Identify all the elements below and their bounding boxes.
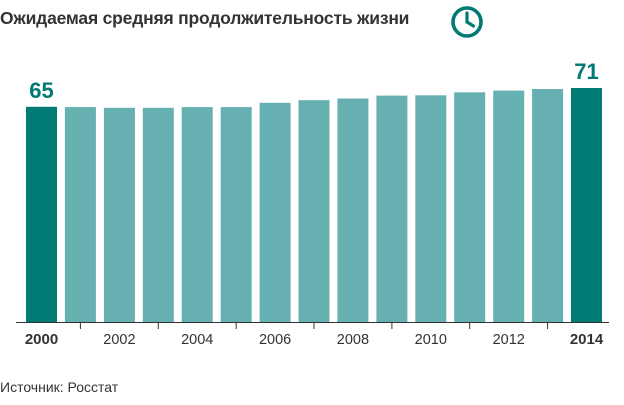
bar-2007 [298, 100, 330, 322]
bar-2005 [220, 107, 252, 322]
x-tick-label: 2012 [493, 332, 525, 348]
data-label-2014: 71 [574, 59, 598, 84]
source-note: Источник: Росстат [0, 379, 119, 395]
bar-2001 [64, 107, 96, 322]
bar-2012 [493, 90, 525, 322]
bar-2000 [26, 106, 57, 322]
bar-2009 [376, 95, 408, 322]
x-tick-label: 2000 [25, 331, 58, 348]
data-label-2000: 65 [29, 78, 53, 103]
bar-2002 [103, 107, 135, 322]
bar-2003 [142, 107, 174, 322]
x-tick-label: 2002 [103, 332, 135, 348]
chart-header: Ожидаемая средняя продолжительность жизн… [0, 4, 624, 38]
x-tick-label: 2008 [337, 332, 369, 348]
chart-title: Ожидаемая средняя продолжительность жизн… [0, 8, 410, 28]
bar-2008 [337, 98, 369, 322]
x-tick-label: 2004 [181, 332, 213, 348]
bar-2014 [571, 88, 602, 322]
bar-2011 [454, 92, 486, 322]
bar-2013 [532, 89, 564, 322]
bar-2006 [259, 102, 291, 322]
bar-2010 [415, 95, 447, 322]
x-tick-label: 2014 [570, 331, 604, 348]
x-tick-label: 2006 [259, 332, 291, 348]
bar-2004 [181, 107, 213, 322]
x-tick-label: 2010 [415, 332, 447, 348]
clock-icon [451, 6, 483, 38]
